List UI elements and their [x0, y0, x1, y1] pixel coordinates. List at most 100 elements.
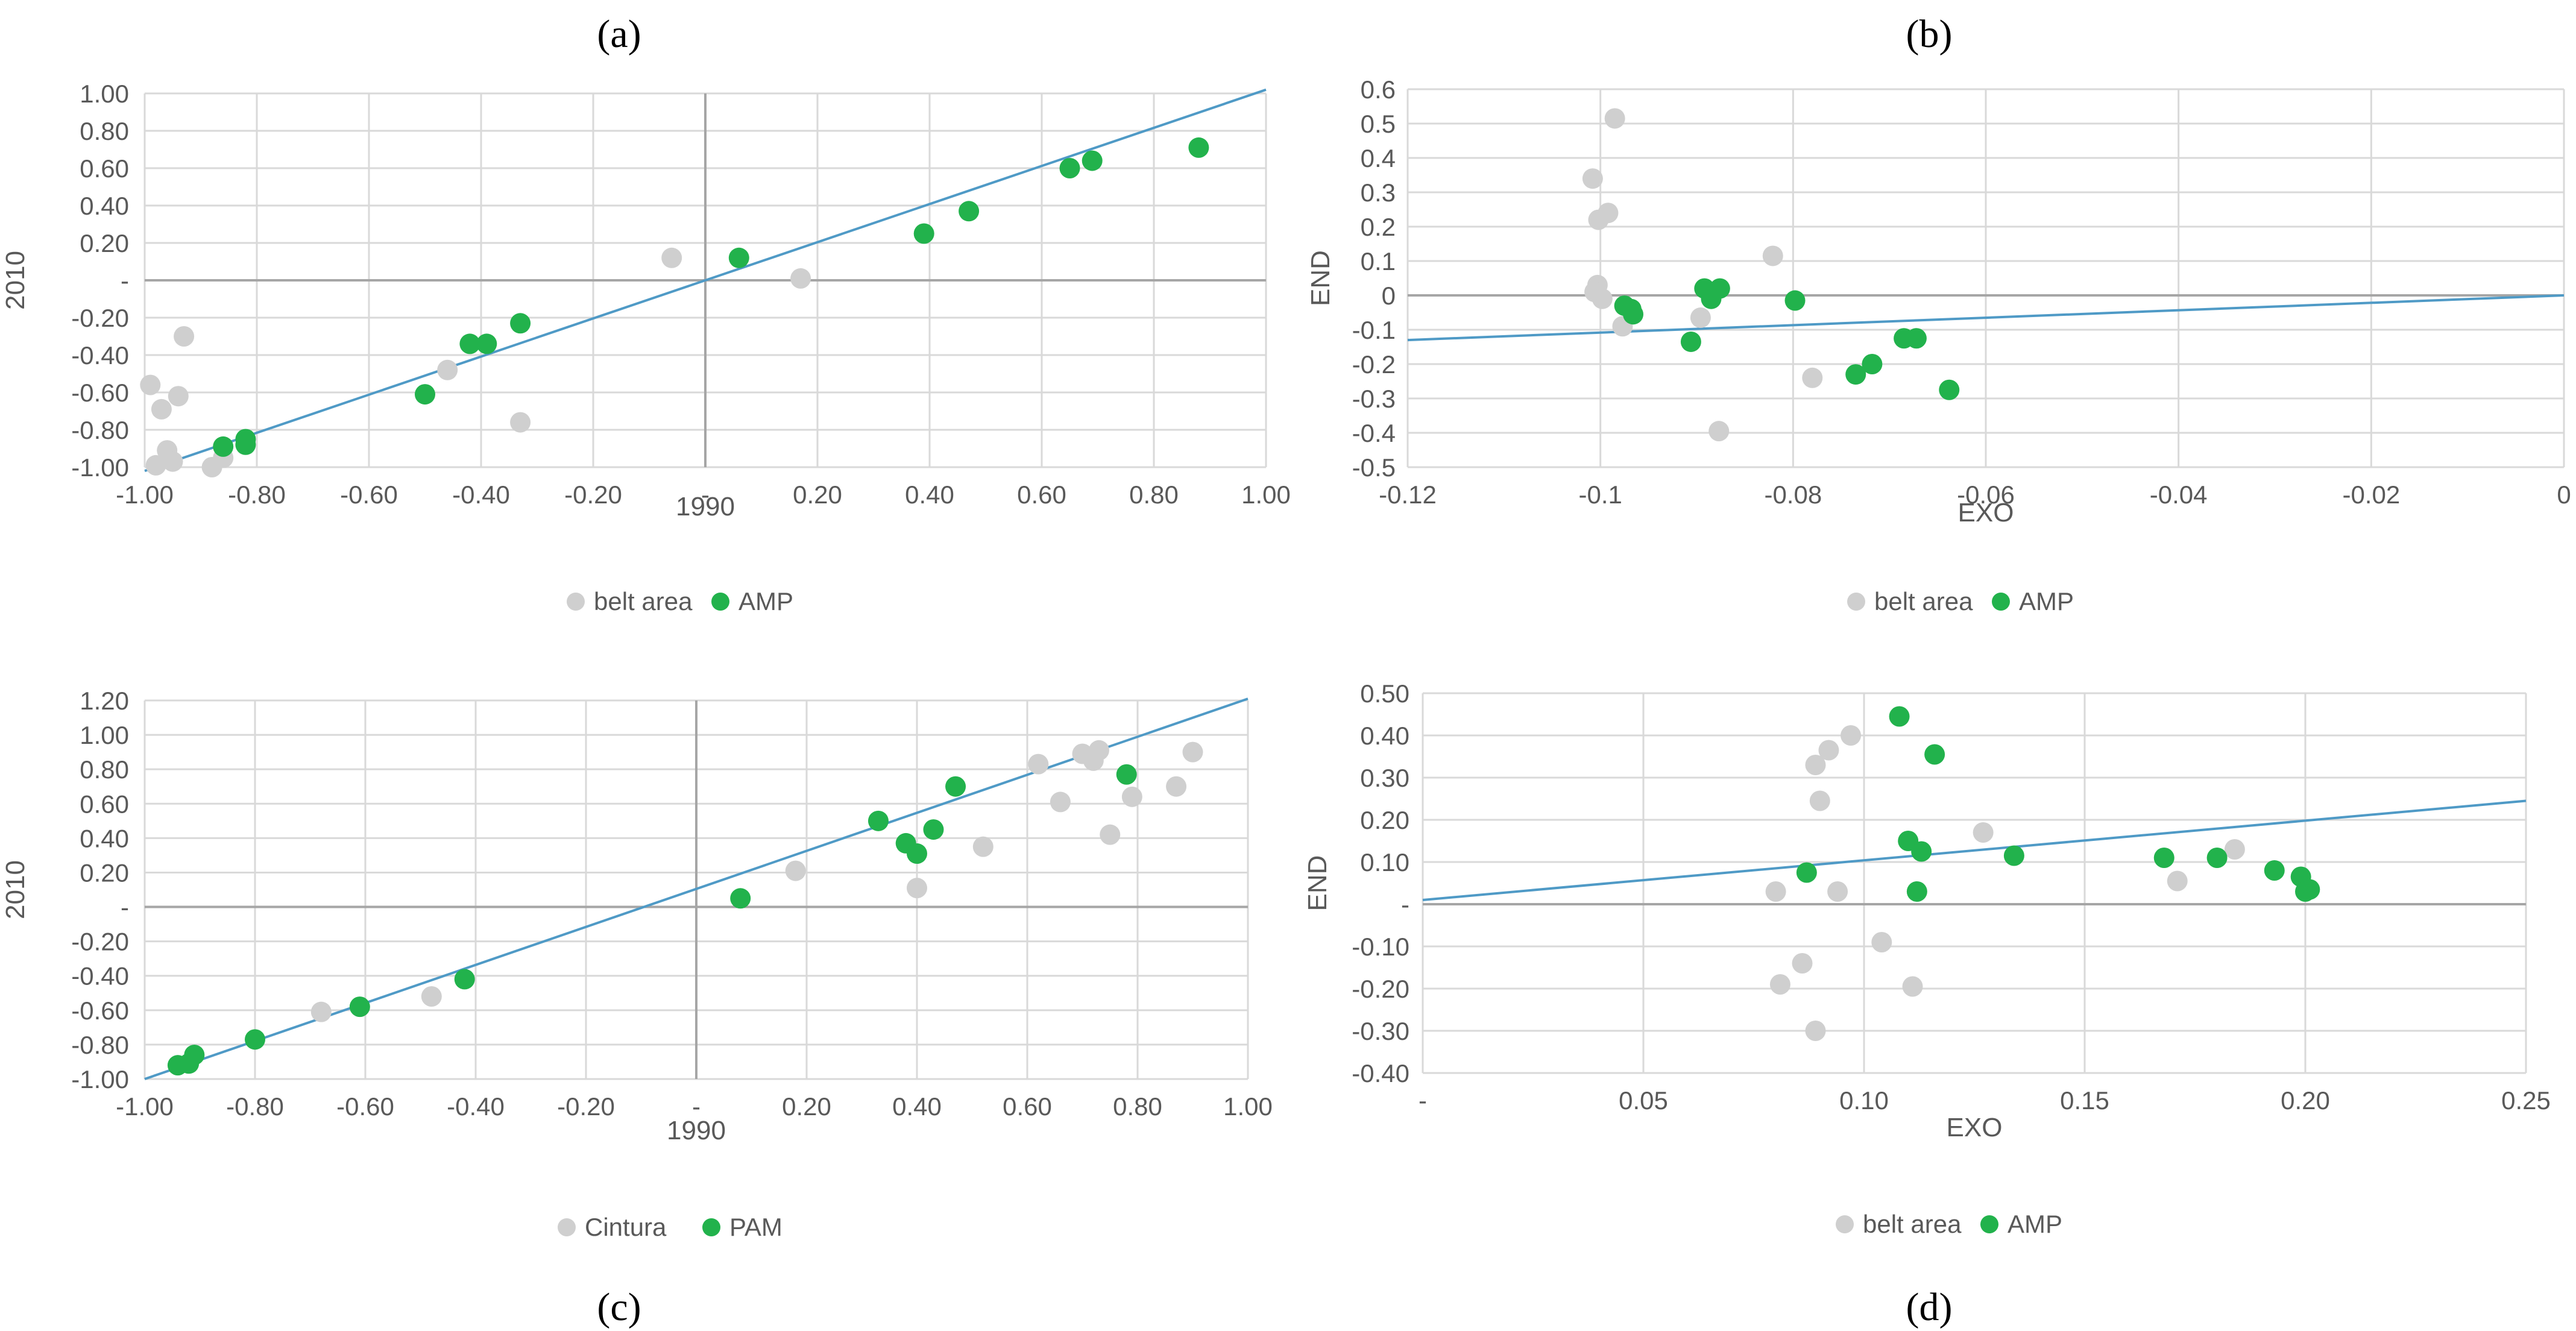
y-tick-label: -	[121, 893, 129, 922]
grey-data-point	[168, 386, 189, 407]
y-tick-label: -	[121, 266, 129, 295]
y-tick-label: 0.10	[1360, 848, 1409, 876]
legend-marker	[702, 1218, 720, 1236]
y-axis-title: 2010	[1, 251, 30, 310]
y-tick-label: 0.3	[1361, 178, 1396, 207]
y-tick-label: 0.4	[1361, 144, 1396, 172]
green-data-point	[1862, 354, 1883, 374]
green-data-point	[245, 1029, 265, 1050]
y-tick-label: -1.00	[71, 1065, 129, 1093]
legend-marker	[567, 593, 585, 611]
x-tick-label: -0.40	[447, 1092, 505, 1121]
green-data-point	[959, 201, 980, 222]
y-tick-label: -0.40	[71, 341, 129, 370]
green-data-point	[1082, 150, 1103, 171]
y-tick-label: -0.40	[1352, 1059, 1409, 1087]
green-data-point	[1845, 364, 1866, 385]
x-tick-label: 1.00	[1241, 480, 1291, 509]
y-tick-label: 0.60	[80, 790, 129, 818]
green-data-point	[2299, 879, 2320, 900]
x-tick-label: 0.40	[905, 480, 954, 509]
trend-line	[1407, 294, 2565, 342]
x-tick-label: 0.80	[1129, 480, 1179, 509]
x-axis-title: EXO	[1947, 1113, 2003, 1142]
x-tick-label: 1.00	[1223, 1092, 1273, 1121]
green-data-point	[1889, 706, 1910, 727]
grey-data-point	[661, 247, 682, 268]
y-tick-label: 0.5	[1361, 110, 1396, 138]
x-axis-title: EXO	[1958, 498, 2014, 527]
legend-marker	[1980, 1215, 1998, 1233]
x-tick-label: 0.60	[1003, 1092, 1052, 1121]
grey-data-point	[1592, 288, 1613, 309]
y-tick-label: 0.50	[1360, 679, 1409, 708]
grey-data-point	[1762, 245, 1783, 266]
grey-data-point	[1166, 776, 1187, 797]
y-tick-label: 0.20	[1360, 806, 1409, 834]
chart-panel-a: -1.00-0.80-0.60-0.40-0.20-0.200.400.600.…	[1, 80, 1291, 615]
green-data-point	[945, 776, 966, 797]
green-data-point	[459, 333, 480, 354]
x-tick-label: 0.10	[1839, 1086, 1889, 1115]
x-tick-label: -0.60	[336, 1092, 394, 1121]
green-data-point	[730, 888, 751, 909]
y-tick-label: -0.10	[1352, 933, 1409, 961]
legend-label: AMP	[2008, 1210, 2062, 1238]
x-tick-label: 0.20	[793, 480, 842, 509]
green-data-point	[1784, 290, 1806, 311]
y-tick-label: -0.20	[71, 304, 129, 332]
grey-data-point	[1973, 822, 1994, 843]
y-tick-label: -0.5	[1352, 453, 1396, 482]
x-tick-label: 0.60	[1017, 480, 1066, 509]
green-data-point	[1911, 841, 1932, 862]
grey-data-point	[140, 374, 161, 395]
y-tick-label: -	[1401, 890, 1409, 919]
y-tick-label: 0.40	[1360, 722, 1409, 750]
green-data-point	[1680, 331, 1701, 352]
y-tick-label: 0.20	[80, 858, 129, 887]
green-data-point	[1939, 379, 1960, 400]
x-tick-label: -0.08	[1764, 480, 1822, 509]
green-data-point	[1188, 137, 1209, 158]
panel-label-b: (b)	[1906, 12, 1953, 56]
grey-data-point	[790, 268, 811, 289]
trend-line	[144, 88, 1267, 473]
x-tick-label: -	[692, 1092, 701, 1121]
legend-label: belt area	[594, 587, 693, 615]
green-data-point	[415, 384, 435, 405]
y-tick-label: -0.20	[71, 928, 129, 956]
x-tick-label: -1.00	[116, 480, 174, 509]
x-tick-label: -0.20	[557, 1092, 615, 1121]
legend-marker	[711, 593, 729, 611]
chart-panel-c: -1.00-0.80-0.60-0.40-0.20-0.200.400.600.…	[1, 687, 1273, 1241]
x-tick-label: -0.80	[226, 1092, 284, 1121]
y-tick-label: -0.40	[71, 962, 129, 990]
grey-data-point	[174, 326, 195, 347]
green-data-point	[1906, 881, 1927, 902]
green-data-point	[1623, 304, 1644, 325]
legend-label: PAM	[729, 1213, 783, 1241]
x-tick-label: 0.25	[2501, 1086, 2551, 1115]
grey-data-point	[1805, 755, 1826, 775]
grey-data-point	[1604, 108, 1625, 129]
x-axis-title: 1990	[676, 492, 735, 521]
x-axis-title: 1990	[667, 1116, 726, 1145]
grey-data-point	[437, 359, 458, 380]
green-data-point	[1796, 862, 1817, 883]
y-tick-label: -0.1	[1352, 316, 1396, 344]
grey-data-point	[907, 878, 927, 899]
legend-marker	[1992, 593, 2010, 611]
chart-panel-d: -0.40-0.30-0.20-0.10-0.100.200.300.400.5…	[1303, 679, 2551, 1238]
legend-label: belt area	[1863, 1210, 1962, 1238]
green-data-point	[2264, 860, 2285, 881]
y-tick-label: -1.00	[71, 453, 129, 482]
legend-marker	[1847, 593, 1865, 611]
y-tick-label: -0.80	[71, 1031, 129, 1059]
panel-label-d: (d)	[1906, 1285, 1953, 1329]
y-tick-label: -0.60	[71, 996, 129, 1025]
grey-data-point	[785, 860, 806, 881]
grey-data-point	[2167, 870, 2188, 892]
green-data-point	[1906, 328, 1927, 349]
x-tick-label: -0.02	[2342, 480, 2400, 509]
x-tick-label: -0.04	[2150, 480, 2208, 509]
